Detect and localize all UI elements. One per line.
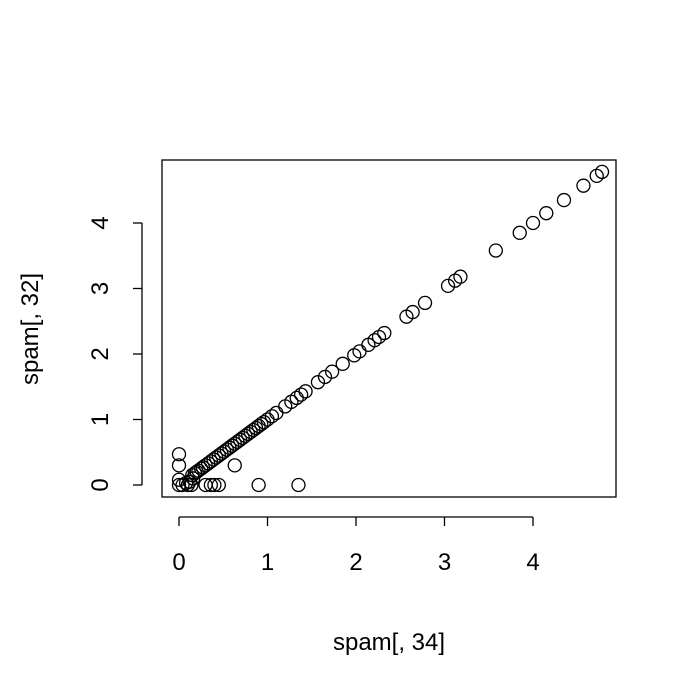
data-point bbox=[203, 477, 219, 493]
x-tick-label: 4 bbox=[526, 549, 539, 576]
y-tick-label: 2 bbox=[87, 347, 114, 360]
y-axis: 0 1 2 3 4 bbox=[87, 216, 143, 492]
data-point bbox=[171, 447, 187, 462]
data-point bbox=[525, 215, 541, 231]
data-point bbox=[317, 369, 333, 385]
data-point bbox=[324, 364, 340, 379]
x-axis-label: spam[, 34] bbox=[333, 629, 445, 656]
data-point bbox=[251, 477, 266, 493]
data-point bbox=[175, 477, 190, 493]
x-tick-label: 3 bbox=[438, 549, 451, 576]
data-point bbox=[191, 463, 206, 478]
data-point bbox=[417, 295, 433, 311]
data-point bbox=[539, 206, 554, 221]
y-tick-label: 4 bbox=[87, 216, 114, 229]
x-tick-label: 2 bbox=[349, 549, 362, 576]
data-point bbox=[171, 458, 187, 473]
data-point bbox=[488, 243, 503, 258]
data-point bbox=[291, 477, 306, 493]
data-point bbox=[207, 477, 222, 493]
data-point bbox=[310, 375, 326, 390]
data-point bbox=[576, 178, 591, 193]
data-point bbox=[453, 269, 468, 284]
x-tick-label: 1 bbox=[261, 549, 274, 576]
data-point bbox=[377, 325, 392, 341]
plot-frame bbox=[161, 159, 617, 498]
data-point bbox=[440, 278, 456, 294]
data-point bbox=[335, 356, 350, 371]
data-point bbox=[293, 387, 309, 402]
y-tick-label: 3 bbox=[87, 282, 114, 295]
x-tick-label: 0 bbox=[172, 549, 185, 576]
data-point bbox=[298, 384, 313, 399]
data-point bbox=[193, 461, 209, 476]
y-tick-label: 1 bbox=[87, 413, 114, 426]
data-point bbox=[211, 477, 226, 493]
data-point bbox=[269, 405, 284, 421]
y-axis-label: spam[, 32] bbox=[17, 273, 44, 385]
data-point bbox=[227, 458, 242, 473]
data-point bbox=[405, 304, 420, 320]
data-point bbox=[264, 409, 280, 424]
data-point bbox=[367, 333, 382, 348]
points-group bbox=[171, 164, 610, 493]
y-tick-label: 0 bbox=[87, 478, 114, 491]
data-point bbox=[182, 474, 197, 489]
data-point bbox=[594, 164, 610, 180]
data-point bbox=[512, 225, 527, 240]
data-point bbox=[556, 192, 572, 208]
x-axis: 0 1 2 3 4 bbox=[172, 516, 540, 576]
